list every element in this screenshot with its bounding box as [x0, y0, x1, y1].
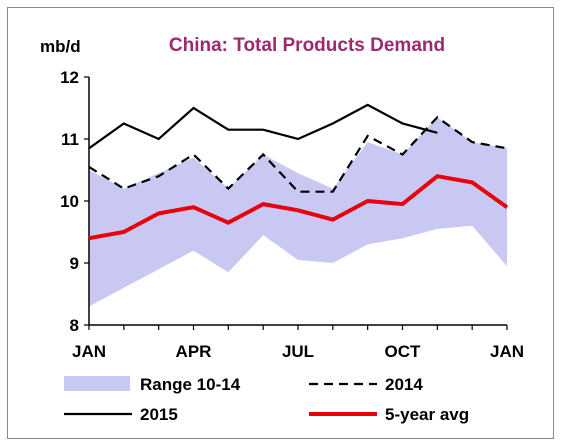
y-tick-label: 10 — [60, 192, 79, 211]
x-tick-label: OCT — [385, 342, 422, 361]
y-tick-label: 11 — [61, 130, 79, 149]
series-line-2014 — [88, 115, 508, 193]
y-tick-label: 12 — [60, 68, 79, 87]
legend-2014-label: 2014 — [385, 375, 423, 394]
y-tick-label: 8 — [70, 316, 79, 335]
x-tick-label: JAN — [490, 342, 524, 361]
chart-title: China: Total Products Demand — [169, 35, 445, 56]
legend-range-10-14-swatch — [64, 376, 130, 391]
x-tick-label: JUL — [282, 342, 314, 361]
x-tick-label: JAN — [72, 342, 106, 361]
series-line-2015 — [88, 103, 438, 150]
legend-2015-label: 2015 — [140, 405, 178, 424]
series-line-5-year-avg — [88, 174, 509, 241]
legend-5-year-avg-label: 5-year avg — [385, 405, 469, 424]
y-axis-label: mb/d — [40, 37, 81, 56]
legend: Range 10-14 2014 2015 5-year avg — [64, 375, 469, 424]
x-tick-label: APR — [176, 342, 212, 361]
plot-area: 8 9 10 11 12 JAN APR JUL OCT JAN — [60, 68, 524, 361]
y-tick-label: 9 — [70, 254, 79, 273]
legend-range-10-14-label: Range 10-14 — [140, 375, 241, 394]
